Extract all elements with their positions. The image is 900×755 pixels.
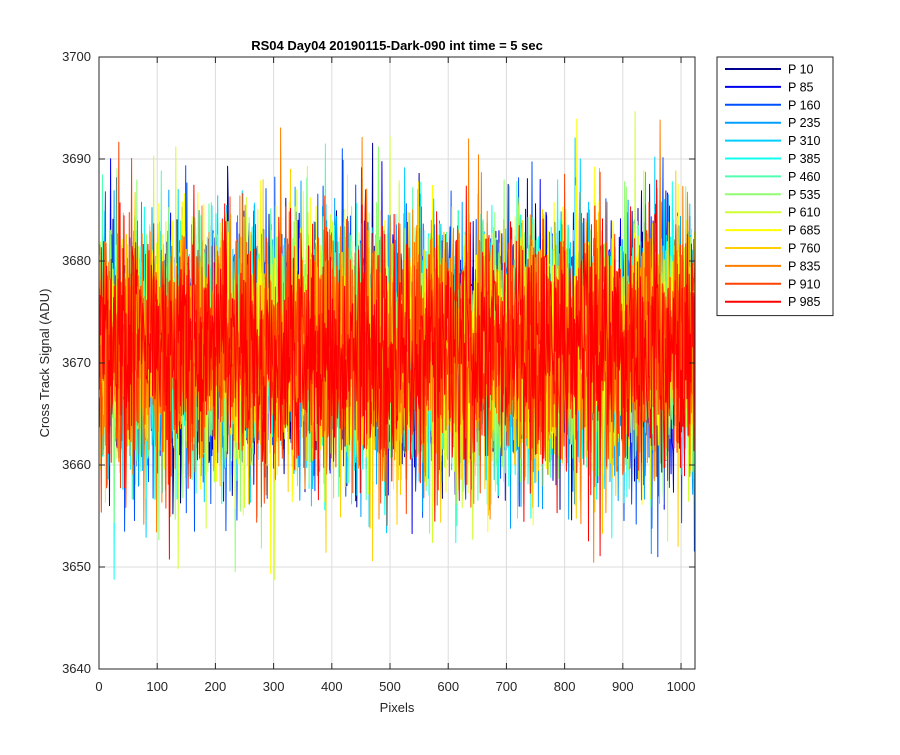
- x-tick-label: 500: [379, 679, 401, 694]
- legend-label: P 835: [788, 259, 820, 273]
- legend: P 10 P 85 P 160 P 235 P 310 P 385 P 460 P 535 P …: [716, 56, 834, 317]
- legend-label: P 685: [788, 224, 820, 238]
- x-tick-label: 1000: [667, 679, 696, 694]
- x-tick-label: 800: [554, 679, 576, 694]
- legend-label: P 235: [788, 116, 820, 130]
- legend-label: P 160: [788, 98, 820, 112]
- y-tick-label: 3690: [62, 151, 91, 166]
- legend-label: P 385: [788, 152, 820, 166]
- legend-label: P 910: [788, 277, 820, 291]
- x-tick-label: 300: [263, 679, 285, 694]
- x-tick-label: 700: [496, 679, 518, 694]
- x-tick-label: 600: [437, 679, 459, 694]
- x-axis-label: Pixels: [380, 700, 415, 715]
- x-tick-label: 900: [612, 679, 634, 694]
- axis-ticks: 0 100 200 300 400 500 600 700 800 900 1000 3640 3650…: [62, 49, 695, 694]
- y-tick-label: 3680: [62, 253, 91, 268]
- series-line: [98, 179, 696, 560]
- y-tick-label: 3670: [62, 355, 91, 370]
- y-tick-label: 3700: [62, 49, 91, 64]
- legend-box: [716, 56, 834, 317]
- chart-title: RS04 Day04 20190115-Dark-090 int time = …: [251, 38, 543, 53]
- legend-label: P 460: [788, 170, 820, 184]
- y-tick-label: 3650: [62, 559, 91, 574]
- x-tick-label: 200: [205, 679, 227, 694]
- y-tick-label: 3660: [62, 457, 91, 472]
- y-tick-label: 3640: [62, 661, 91, 676]
- legend-label: P 535: [788, 188, 820, 202]
- x-tick-label: 0: [95, 679, 102, 694]
- legend-label: P 310: [788, 134, 820, 148]
- legend-label: P 760: [788, 242, 820, 256]
- legend-label: P 10: [788, 63, 814, 77]
- y-axis-label: Cross Track Signal (ADU): [37, 289, 52, 438]
- legend-label: P 85: [788, 80, 814, 94]
- series-layer: [98, 111, 696, 581]
- x-tick-label: 100: [146, 679, 168, 694]
- legend-label: P 985: [788, 295, 820, 309]
- x-tick-label: 400: [321, 679, 343, 694]
- legend-label: P 610: [788, 206, 820, 220]
